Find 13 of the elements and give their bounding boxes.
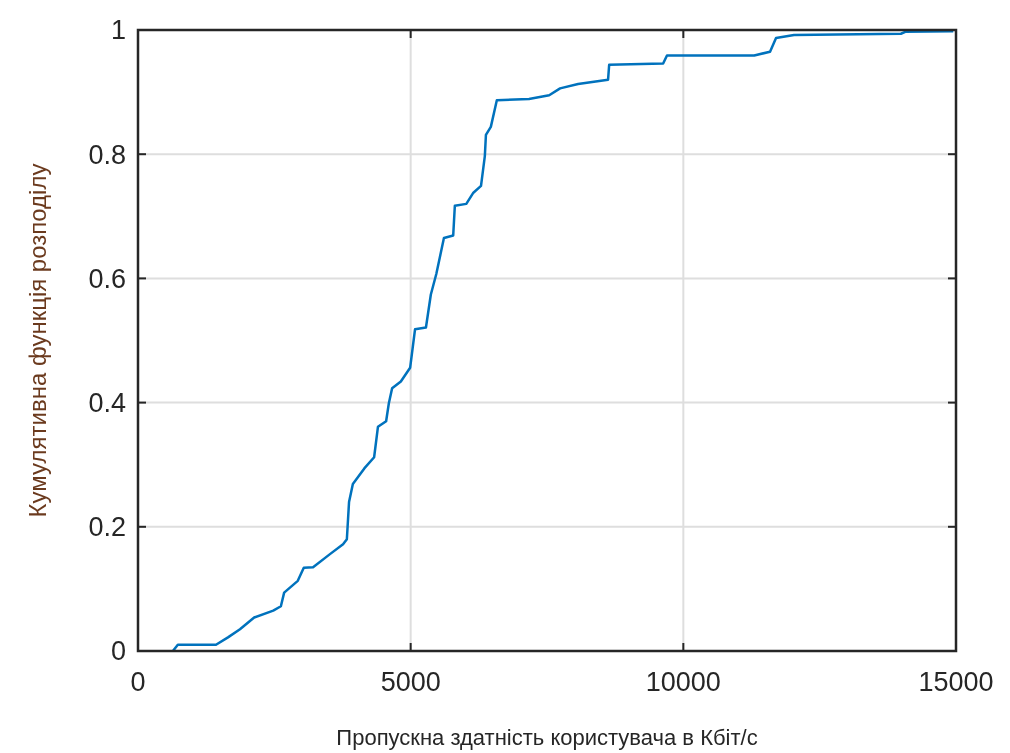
y-tick-label: 0.6 — [88, 263, 126, 294]
y-tick-label: 0.2 — [88, 512, 126, 543]
x-tick-label: 0 — [130, 667, 146, 697]
line-series — [171, 29, 955, 653]
x-tick-label: 5000 — [380, 667, 441, 697]
x-tick-label: 15000 — [918, 667, 994, 697]
y-tick-label: 0 — [110, 636, 126, 667]
x-axis-title: Пропускна здатність користувача в Кбіт/с — [336, 725, 758, 750]
y-axis-title: Кумулятивна функція розподілу — [24, 163, 51, 518]
y-tick-label: 0.8 — [88, 139, 126, 170]
y-tick-label: 1 — [110, 15, 126, 46]
y-tick-label: 0.4 — [88, 388, 126, 419]
x-tick-label: 10000 — [645, 667, 721, 697]
